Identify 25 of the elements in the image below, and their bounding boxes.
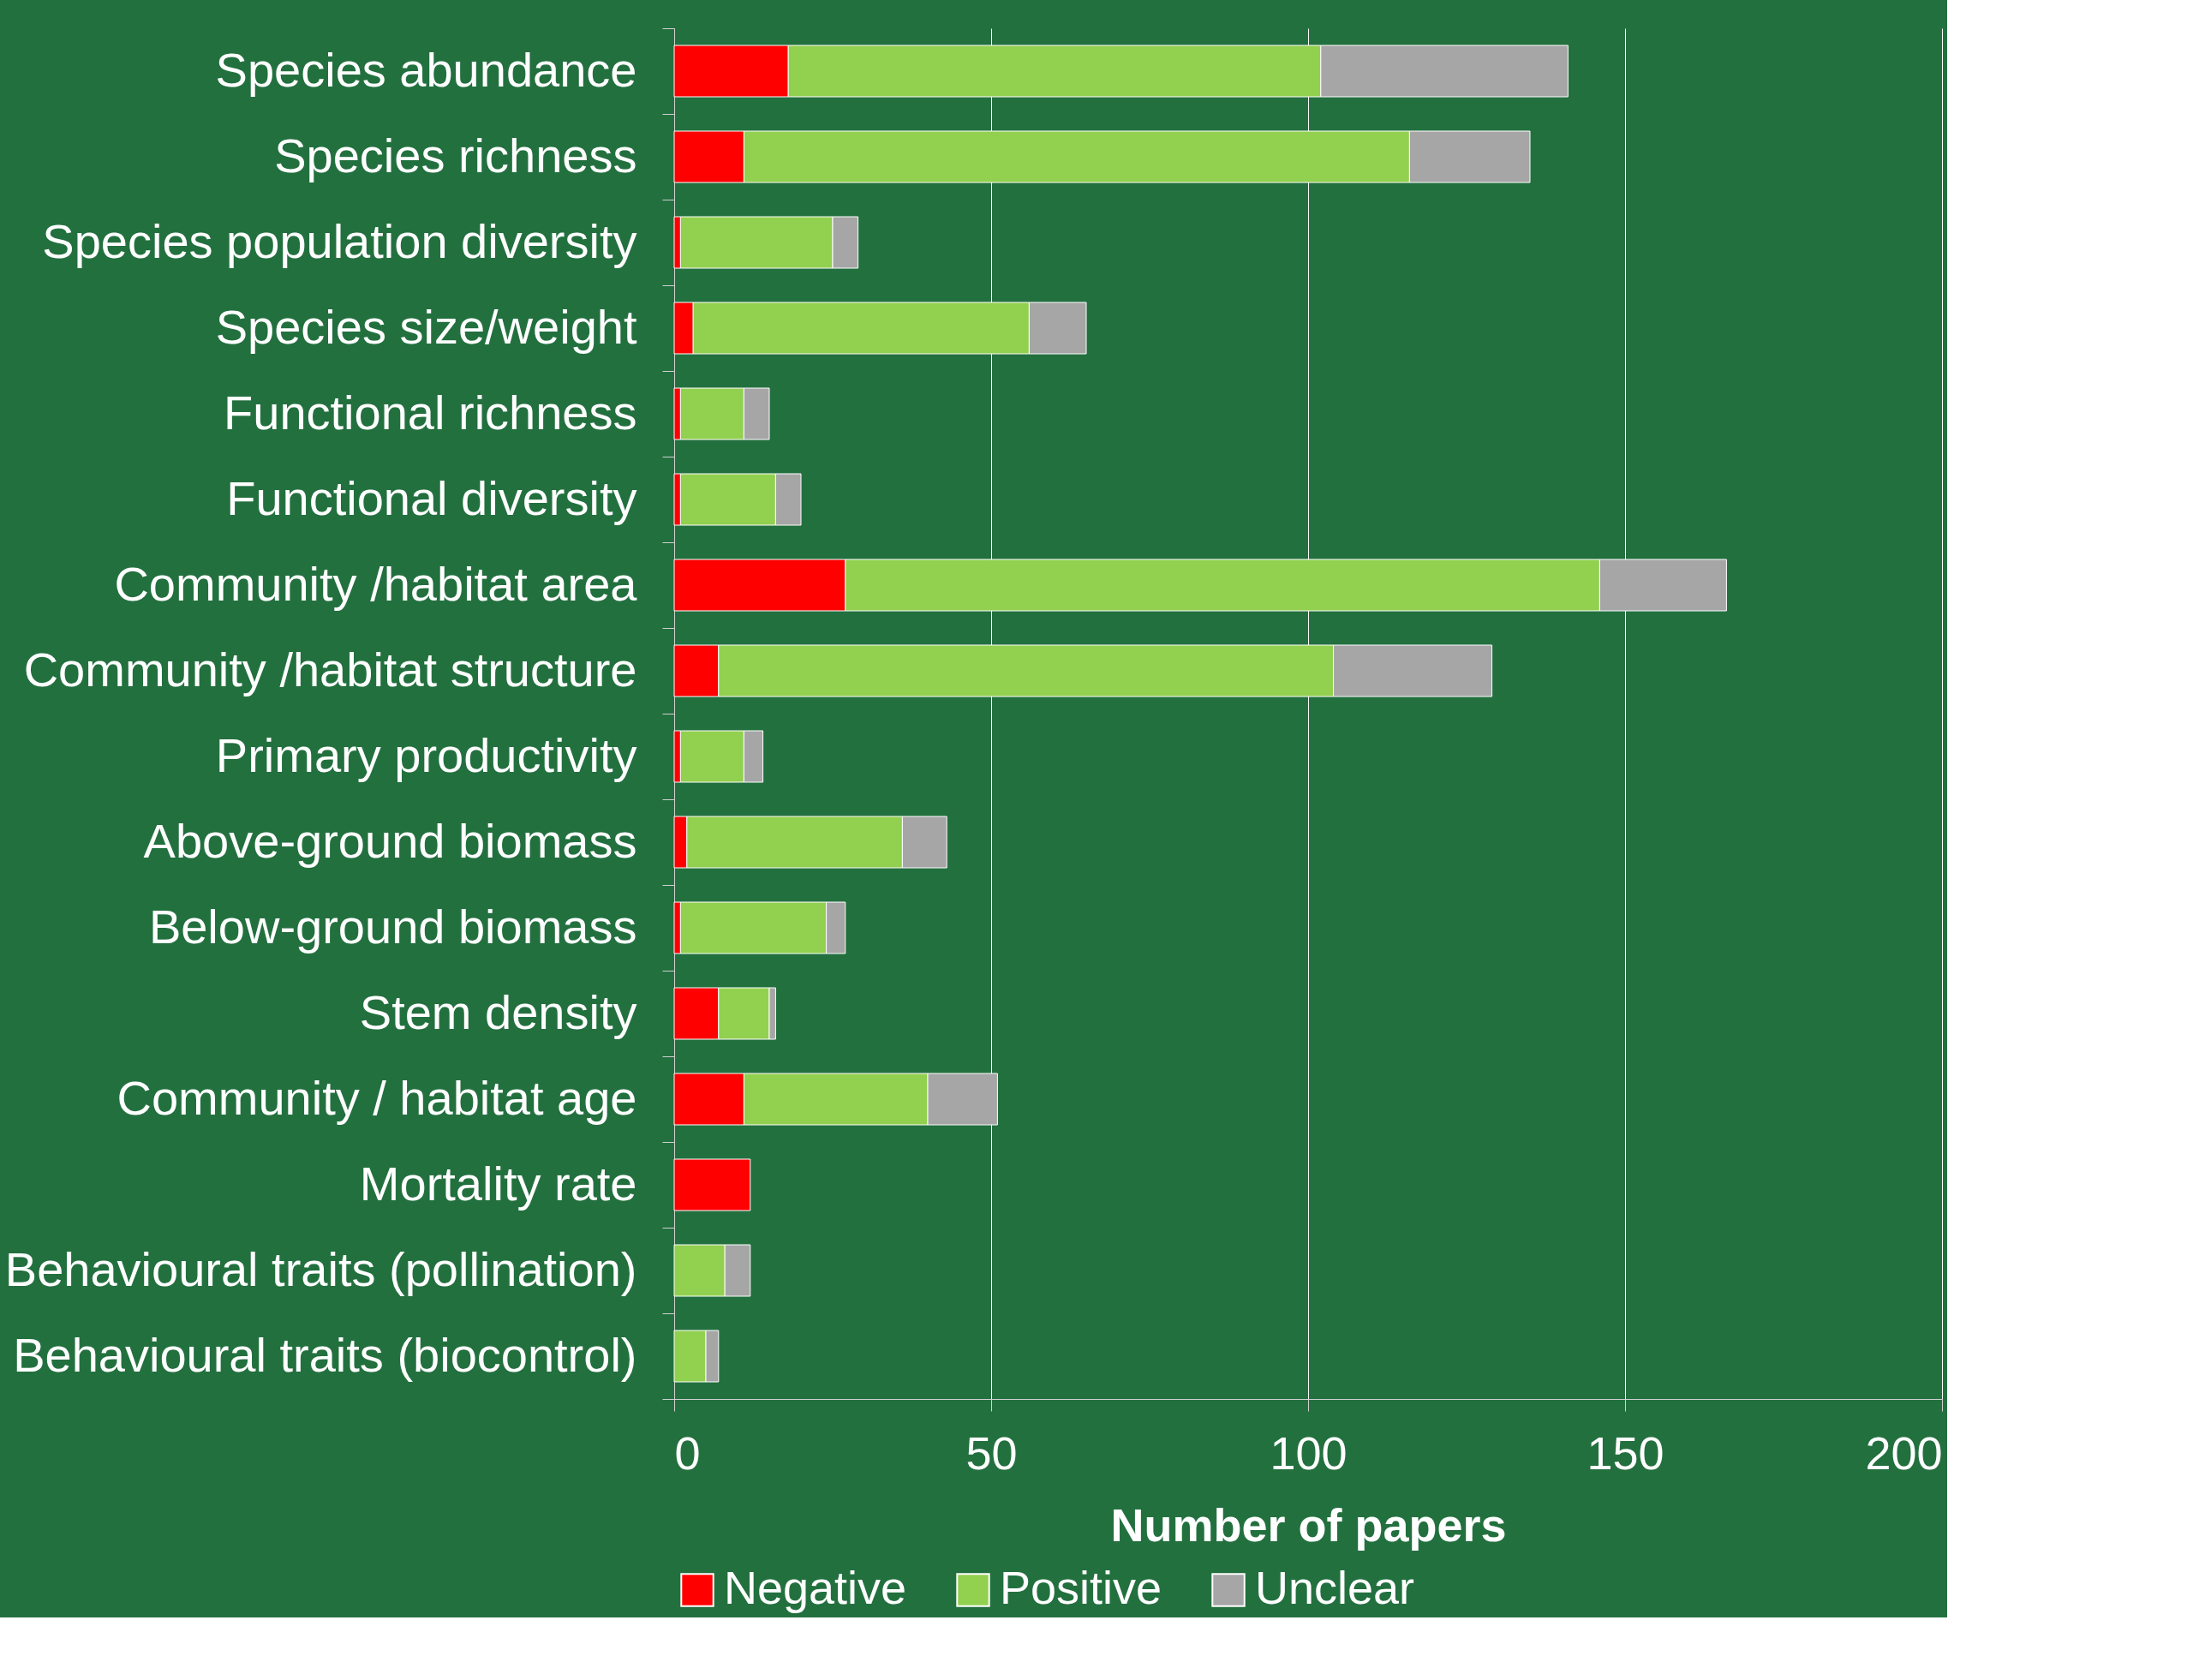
y-tick-label: Community / habitat age — [117, 1070, 637, 1125]
y-tick-label: Behavioural traits (pollination) — [4, 1241, 637, 1296]
y-tick-label: Behavioural traits (biocontrol) — [13, 1327, 637, 1382]
x-tick-label: 0 — [674, 1426, 701, 1479]
y-tick-label: Community /habitat area — [114, 556, 638, 611]
legend-label: Unclear — [1255, 1562, 1415, 1613]
y-tick-label: Functional richness — [224, 385, 637, 439]
legend-label: Positive — [1000, 1562, 1162, 1613]
y-tick-label: Primary productivity — [215, 727, 637, 782]
x-tick-label: 50 — [965, 1426, 1018, 1479]
x-axis-title: Number of papers — [1110, 1498, 1507, 1551]
y-tick-label: Species richness — [274, 128, 637, 182]
y-tick-label: Mortality rate — [359, 1156, 637, 1211]
y-tick-label: Species size/weight — [215, 299, 637, 354]
y-tick-label: Species population diversity — [42, 213, 637, 268]
y-tick-label: Above-ground biomass — [143, 813, 637, 868]
y-tick-label: Species abundance — [215, 42, 637, 97]
x-tick-label: 100 — [1270, 1426, 1348, 1479]
x-tick-label: 200 — [1865, 1426, 1943, 1479]
y-tick-label: Functional diversity — [226, 470, 637, 525]
legend-label: Negative — [724, 1562, 907, 1613]
y-tick-label: Community /habitat structure — [23, 642, 637, 697]
y-tick-label: Below-ground biomass — [148, 899, 637, 954]
y-tick-label: Stem density — [359, 984, 637, 1039]
x-tick-label: 150 — [1587, 1426, 1664, 1479]
